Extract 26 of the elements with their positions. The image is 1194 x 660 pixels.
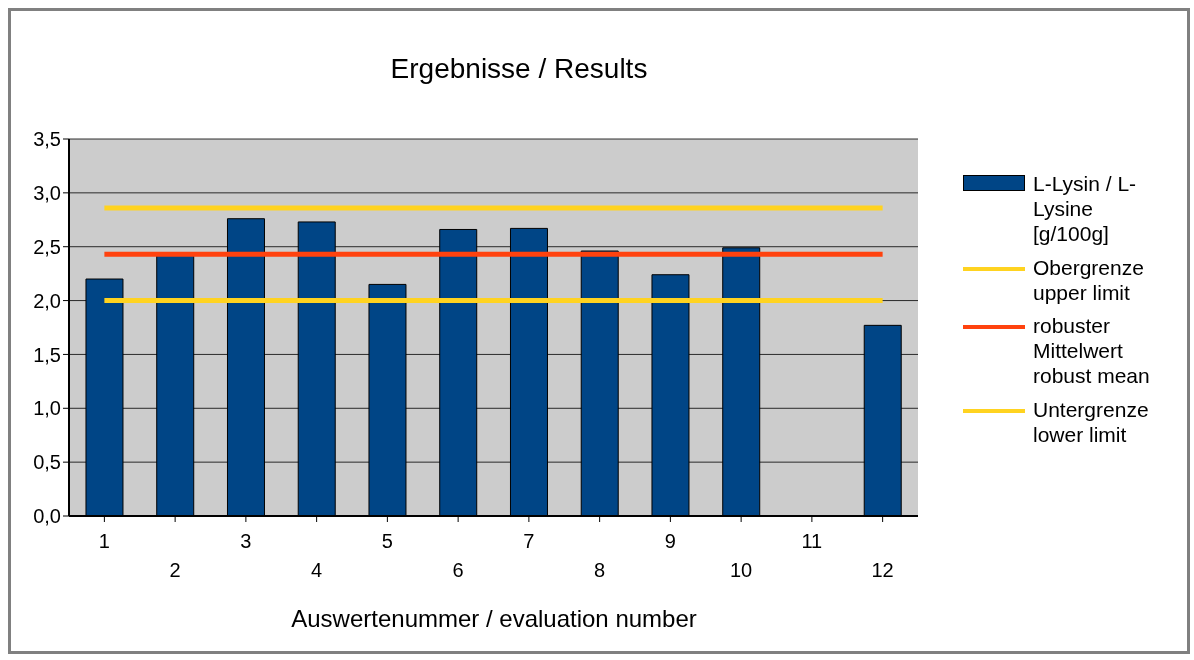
x-tick-label: 3 bbox=[240, 530, 252, 552]
x-tick-label: 7 bbox=[523, 530, 535, 552]
legend-label: L-Lysin / L-Lysine [g/100g] bbox=[1033, 171, 1138, 247]
y-tick-label: 0,5 bbox=[33, 451, 61, 474]
legend-label: robuster Mittelwert robust mean bbox=[1033, 312, 1151, 389]
x-tick-label: 1 bbox=[98, 530, 110, 552]
y-tick-label: 3,5 bbox=[33, 128, 61, 151]
x-tick-label: 8 bbox=[594, 559, 606, 581]
x-tick-label: 10 bbox=[730, 559, 753, 581]
y-tick-label: 2,5 bbox=[33, 235, 61, 258]
y-tick-label: 1,5 bbox=[33, 343, 61, 366]
x-tick-label: 6 bbox=[452, 559, 464, 581]
x-tick-label: 5 bbox=[381, 530, 393, 552]
chart-title: Ergebnisse / Results bbox=[389, 53, 649, 85]
x-tick-label: 9 bbox=[664, 530, 676, 552]
x-tick-label: 4 bbox=[311, 559, 323, 581]
y-tick-label: 0,0 bbox=[33, 505, 61, 528]
y-tick-label: 3,0 bbox=[33, 181, 61, 204]
x-tick-label: 2 bbox=[169, 559, 181, 581]
x-tick-label: 11 bbox=[801, 530, 823, 552]
y-tick-label: 1,0 bbox=[33, 397, 61, 420]
legend-label: Obergrenze upper limit bbox=[1033, 254, 1145, 305]
x-tick-label: 12 bbox=[871, 559, 894, 581]
x-axis-title: Auswertenummer / evaluation number bbox=[290, 605, 698, 633]
y-tick-label: 2,0 bbox=[33, 289, 61, 312]
legend-label: Untergrenze lower limit bbox=[1033, 396, 1150, 447]
